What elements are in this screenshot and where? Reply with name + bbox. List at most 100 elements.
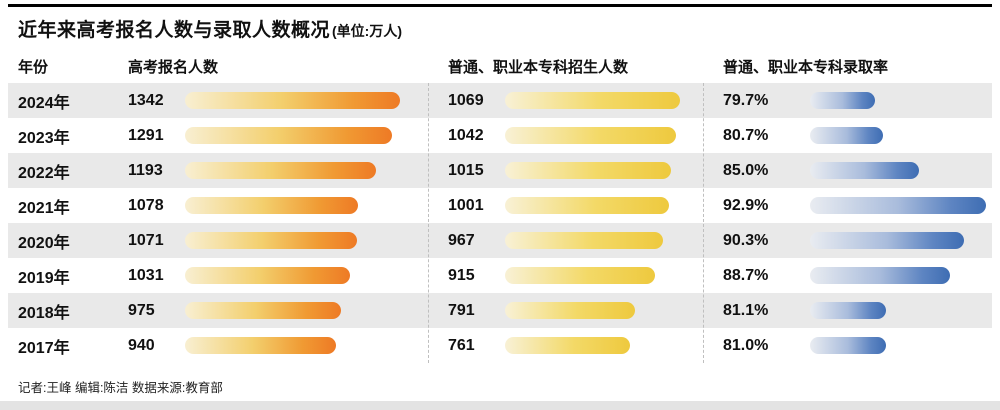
registration-bar [175,162,422,179]
chart-rows: 2024年 1342 1069 79.7% 2023年 1291 1042 80.7% 2022… [8,83,992,363]
header-year: 年份 [18,58,49,76]
registration-bar-fill [185,162,377,179]
rate-value: 92.9% [723,196,769,214]
rate-bar [810,302,992,319]
title-unit: (单位:万人) [332,23,403,39]
enrollment-bar [505,92,705,109]
year-label: 2017年 [18,339,70,357]
registration-bar [175,267,422,284]
year-label: 2021年 [18,199,70,217]
rate-value: 79.7% [723,91,769,109]
registration-value: 1342 [128,91,164,109]
rate-bar-fill [810,197,986,214]
column-header-row: 年份 高考报名人数 普通、职业本专科招生人数 普通、职业本专科录取率 [8,51,992,81]
registration-value: 1071 [128,231,164,249]
rate-bar-fill [810,337,886,354]
section-divider-1 [428,83,429,363]
rate-bar-fill [810,162,920,179]
enrollment-value: 1015 [448,161,484,179]
enrollment-value: 761 [448,336,475,354]
enrollment-bar [505,127,705,144]
registration-value: 1193 [128,161,163,179]
enrollment-value: 1001 [448,196,484,214]
registration-value: 1291 [128,126,164,144]
rate-bar-fill [810,302,887,319]
rate-bar-fill [810,267,951,284]
rate-bar-fill [810,127,884,144]
enrollment-bar [505,162,705,179]
registration-value: 1078 [128,196,164,214]
registration-bar [175,337,422,354]
rate-bar [810,337,992,354]
enrollment-value: 1069 [448,91,484,109]
rate-bar [810,92,992,109]
header-enrollment: 普通、职业本专科招生人数 [448,58,629,76]
enrollment-bar-fill [505,267,655,284]
registration-value: 1031 [128,266,164,284]
table-row: 2020年 1071 967 90.3% [8,223,992,258]
rate-bar [810,232,992,249]
header-registration: 高考报名人数 [128,58,219,76]
table-row: 2017年 940 761 81.0% [8,328,992,363]
rate-bar [810,162,992,179]
registration-bar-fill [185,92,400,109]
year-label: 2018年 [18,304,70,322]
enrollment-bar-fill [505,127,676,144]
enrollment-bar-fill [505,232,664,249]
infographic-page: 近年来高考报名人数与录取人数概况 (单位:万人) 年份 高考报名人数 普通、职业… [8,4,992,396]
registration-bar [175,127,422,144]
table-row: 2021年 1078 1001 92.9% [8,188,992,223]
year-label: 2022年 [18,164,70,182]
registration-bar [175,302,422,319]
table-row: 2022年 1193 1015 85.0% [8,153,992,188]
year-label: 2020年 [18,234,70,252]
registration-bar-fill [185,197,358,214]
enrollment-value: 1042 [448,126,484,144]
table-row: 2019年 1031 915 88.7% [8,258,992,293]
registration-bar-fill [185,232,357,249]
registration-bar-fill [185,267,351,284]
enrollment-bar-fill [505,162,672,179]
table-row: 2023年 1291 1042 80.7% [8,118,992,153]
registration-bar [175,197,422,214]
top-rule [8,4,992,7]
credits-line: 记者:王峰 编辑:陈洁 数据来源:教育部 [18,381,223,395]
enrollment-bar-fill [505,92,680,109]
registration-bar-fill [185,337,336,354]
rate-bar-fill [810,232,964,249]
rate-value: 90.3% [723,231,769,249]
rate-bar [810,127,992,144]
rate-value: 81.0% [723,336,769,354]
enrollment-bar [505,267,705,284]
table-row: 2018年 975 791 81.1% [8,293,992,328]
year-label: 2024年 [18,94,70,112]
rate-value: 81.1% [723,301,769,319]
enrollment-value: 967 [448,231,475,249]
registration-bar [175,232,422,249]
section-divider-2 [703,83,704,363]
enrollment-bar [505,197,705,214]
enrollment-bar [505,337,705,354]
enrollment-value: 791 [448,301,475,319]
enrollment-bar [505,232,705,249]
rate-value: 88.7% [723,266,769,284]
enrollment-bar-fill [505,197,669,214]
enrollment-bar-fill [505,302,635,319]
registration-bar [175,92,422,109]
table-row: 2024年 1342 1069 79.7% [8,83,992,118]
rate-bar-fill [810,92,875,109]
enrollment-value: 915 [448,266,475,284]
registration-value: 940 [128,336,155,354]
rate-value: 85.0% [723,161,769,179]
page-title: 近年来高考报名人数与录取人数概况 [18,20,331,41]
enrollment-bar-fill [505,337,630,354]
enrollment-bar [505,302,705,319]
title-bar: 近年来高考报名人数与录取人数概况 (单位:万人) [18,15,992,41]
registration-bar-fill [185,127,392,144]
year-label: 2019年 [18,269,70,287]
rate-bar [810,197,992,214]
rate-value: 80.7% [723,126,769,144]
registration-value: 975 [128,301,155,319]
rate-bar [810,267,992,284]
header-rate: 普通、职业本专科录取率 [723,58,889,76]
